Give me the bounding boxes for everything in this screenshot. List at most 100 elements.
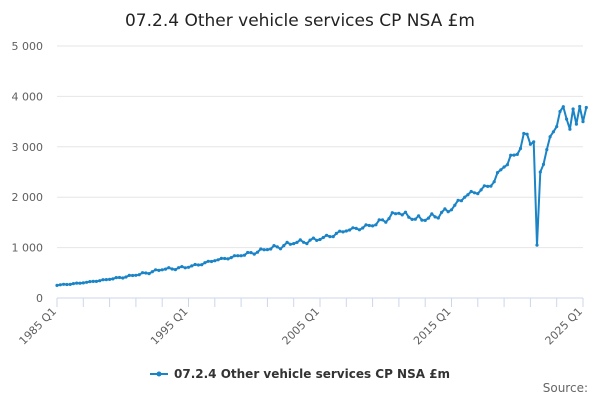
data-point[interactable] [216,258,220,262]
data-point[interactable] [177,266,181,270]
data-point[interactable] [239,254,243,258]
data-point[interactable] [157,268,161,272]
data-point[interactable] [492,180,496,184]
data-point[interactable] [565,117,569,121]
data-point[interactable] [88,280,92,284]
data-point[interactable] [85,280,89,284]
data-point[interactable] [134,273,138,277]
data-point[interactable] [354,226,358,230]
data-point[interactable] [278,247,283,251]
data-point[interactable] [121,276,125,280]
data-point[interactable] [499,168,503,172]
data-point[interactable] [209,259,214,264]
data-point[interactable] [361,226,365,230]
data-point[interactable] [180,265,184,269]
data-point[interactable] [275,245,279,249]
data-point[interactable] [509,153,513,157]
data-point[interactable] [545,148,549,152]
data-point[interactable] [423,218,427,222]
data-point[interactable] [532,140,536,144]
data-point[interactable] [407,215,411,219]
data-point[interactable] [364,223,368,227]
data-point[interactable] [541,162,546,166]
data-point[interactable] [98,279,102,283]
data-point[interactable] [75,281,79,285]
data-point[interactable] [163,267,168,271]
data-point[interactable] [315,238,319,242]
data-point[interactable] [104,278,108,282]
data-point[interactable] [124,275,128,279]
legend[interactable]: 07.2.4 Other vehicle services CP NSA £m [150,367,450,381]
data-point[interactable] [203,261,207,265]
data-point[interactable] [344,229,348,233]
data-point[interactable] [226,257,230,261]
data-point[interactable] [413,217,417,221]
data-point[interactable] [433,215,437,219]
data-point[interactable] [65,282,69,287]
data-point[interactable] [154,268,158,272]
data-point[interactable] [449,208,454,212]
data-point[interactable] [512,153,516,157]
data-point[interactable] [127,273,131,277]
data-point[interactable] [246,250,250,255]
data-point[interactable] [538,170,542,174]
data-point[interactable] [518,146,523,151]
data-point[interactable] [91,279,95,283]
data-point[interactable] [292,242,296,246]
data-point[interactable] [259,247,263,251]
data-point[interactable] [200,263,204,267]
data-point[interactable] [440,210,444,214]
data-point[interactable] [469,189,473,194]
data-point[interactable] [213,259,217,263]
data-point[interactable] [443,207,447,211]
data-point[interactable] [62,282,66,286]
data-point[interactable] [502,165,506,169]
data-point[interactable] [147,272,151,276]
data-point[interactable] [170,267,174,271]
data-point[interactable] [400,213,404,217]
data-point[interactable] [551,130,556,134]
data-point[interactable] [311,236,315,240]
data-point[interactable] [387,217,391,221]
data-point[interactable] [219,256,223,260]
data-point[interactable] [55,283,59,287]
data-point[interactable] [390,211,394,215]
data-point[interactable] [338,229,342,233]
data-point[interactable] [272,244,276,248]
data-point[interactable] [426,216,431,220]
data-point[interactable] [453,203,457,207]
data-point[interactable] [459,199,463,203]
data-point[interactable] [371,224,375,228]
data-point[interactable] [242,253,246,257]
data-point[interactable] [295,240,299,244]
data-point[interactable] [436,216,440,220]
data-point[interactable] [193,262,197,267]
data-point[interactable] [81,281,85,285]
data-point[interactable] [111,277,115,281]
data-point[interactable] [101,278,105,282]
data-point[interactable] [249,251,253,255]
data-point[interactable] [167,266,171,270]
data-point[interactable] [410,217,414,221]
data-point[interactable] [430,212,434,216]
data-point[interactable] [78,281,82,285]
data-point[interactable] [394,212,398,216]
data-point[interactable] [144,271,148,275]
data-point[interactable] [325,233,329,237]
data-point[interactable] [288,242,292,246]
data-point[interactable] [71,282,75,286]
data-point[interactable] [568,127,572,131]
data-point[interactable] [94,279,98,283]
data-point[interactable] [357,228,361,232]
data-point[interactable] [173,268,177,272]
data-point[interactable] [160,268,164,272]
data-point[interactable] [196,263,200,267]
data-point[interactable] [397,211,401,215]
data-point[interactable] [186,265,191,269]
data-point[interactable] [528,142,533,146]
data-point[interactable] [476,192,480,196]
data-point[interactable] [328,235,332,239]
data-point[interactable] [150,270,154,274]
data-point[interactable] [584,105,588,110]
data-point[interactable] [114,276,118,280]
